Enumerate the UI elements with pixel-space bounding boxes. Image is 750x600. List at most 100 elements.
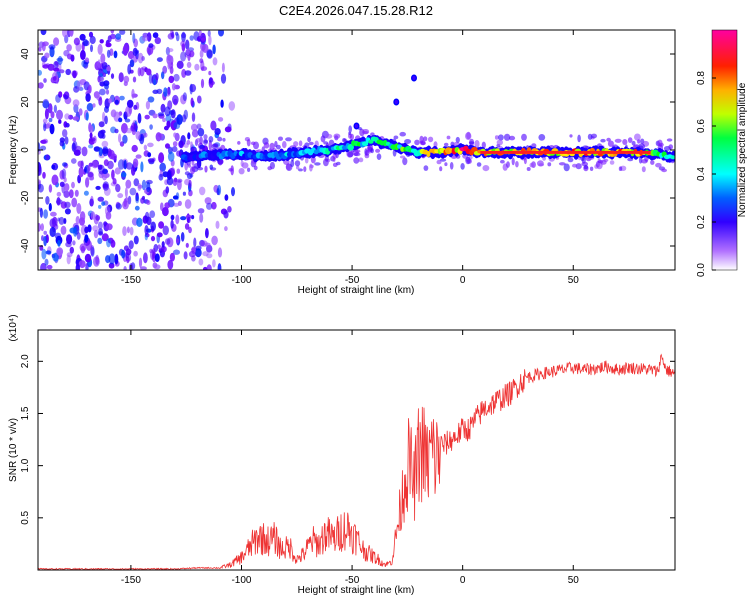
spectrogram-noise-blob bbox=[206, 202, 213, 210]
spectrogram-halo-blob bbox=[228, 168, 233, 172]
spectrogram-noise-blob bbox=[187, 216, 191, 223]
spectrogram-noise-blob bbox=[176, 168, 181, 174]
spectrogram-noise-blob bbox=[134, 205, 140, 211]
spectrogram-noise-blob bbox=[191, 112, 196, 122]
spectrogram-noise-blob bbox=[181, 43, 186, 52]
spectrogram-noise-blob bbox=[101, 201, 106, 206]
colorbar-tick-label: 0.8 bbox=[696, 71, 707, 85]
spectrogram-noise-blob bbox=[85, 93, 91, 102]
spectrogram-noise-blob bbox=[119, 141, 125, 147]
spectrogram-noise-blob bbox=[102, 146, 109, 157]
spectrogram-noise-blob bbox=[73, 37, 80, 46]
spectrogram-halo-blob bbox=[609, 160, 615, 165]
spectrogram-noise-blob bbox=[137, 113, 142, 124]
spectrogram-noise-blob bbox=[143, 144, 148, 151]
spectrogram-noise-blob bbox=[104, 83, 109, 90]
spectrogram-noise-blob bbox=[132, 158, 139, 168]
spectrogram-noise-blob bbox=[53, 104, 58, 113]
spectrogram-noise-blob bbox=[56, 191, 62, 197]
spectrogram-noise-blob bbox=[99, 76, 105, 82]
spectrogram-noise-blob bbox=[102, 72, 107, 78]
spectrogram-noise-blob bbox=[187, 132, 191, 140]
spectrogram-noise-blob bbox=[111, 169, 115, 180]
spectrogram-noise-blob bbox=[66, 254, 71, 265]
spectrogram-noise-blob bbox=[167, 61, 171, 70]
spectrogram-halo-blob bbox=[296, 165, 300, 170]
spectrogram-noise-blob bbox=[93, 229, 99, 239]
spectrogram-noise-blob bbox=[197, 208, 205, 214]
spectrogram-noise-blob bbox=[180, 216, 187, 221]
spectrogram-noise-blob bbox=[114, 128, 119, 134]
spectrogram-noise-blob bbox=[182, 191, 186, 196]
spectrogram-noise-blob bbox=[199, 186, 206, 196]
spectrogram-noise-blob bbox=[161, 71, 165, 80]
spectrogram-noise-blob bbox=[166, 54, 172, 65]
spectrogram-noise-blob bbox=[217, 184, 222, 196]
spectrogram-noise-blob bbox=[83, 190, 89, 196]
spectrogram-noise-blob bbox=[38, 179, 41, 185]
spectrogram-halo-blob bbox=[187, 164, 192, 168]
colorbar-gradient bbox=[711, 29, 738, 271]
spectrogram-noise-blob bbox=[152, 32, 159, 39]
spectrogram-noise-blob bbox=[155, 132, 162, 142]
spectrogram-noise-blob bbox=[210, 120, 217, 131]
spectrogram-noise-blob bbox=[114, 253, 119, 265]
spectrogram-noise-blob bbox=[42, 171, 46, 179]
spectrogram-noise-blob bbox=[39, 207, 44, 218]
spectrogram-halo-blob bbox=[600, 138, 606, 143]
spectrogram-ytick-label: 40 bbox=[20, 48, 31, 60]
spectrogram-noise-blob bbox=[167, 48, 174, 53]
spectrogram-noise-blob bbox=[128, 240, 134, 250]
spectrogram-noise-blob bbox=[71, 158, 77, 164]
spectrogram-halo-blob bbox=[428, 136, 434, 143]
spectrogram-halo-blob bbox=[577, 134, 581, 143]
snr-xtick-label: 50 bbox=[568, 575, 580, 586]
spectrogram-noise-blob bbox=[196, 123, 202, 130]
spectrogram-noise-blob bbox=[81, 146, 88, 157]
spectrogram-halo-blob bbox=[634, 133, 641, 141]
spectrogram-noise-blob bbox=[181, 32, 187, 39]
spectrogram-noise-blob bbox=[154, 253, 160, 262]
spectrogram-halo-blob bbox=[523, 157, 527, 165]
spectrogram-halo-blob bbox=[603, 158, 609, 162]
spectrogram-noise-blob bbox=[161, 241, 165, 248]
spectrogram-noise-blob bbox=[48, 184, 53, 193]
spectrogram-noise-blob bbox=[164, 106, 171, 117]
spectrogram-noise-blob bbox=[40, 223, 44, 232]
spectrogram-noise-blob bbox=[190, 97, 194, 107]
spectrogram-noise-blob bbox=[125, 179, 132, 189]
spectrogram-noise-blob bbox=[90, 44, 93, 53]
spectrogram-noise-blob bbox=[160, 202, 164, 211]
spectrogram-noise-blob bbox=[127, 51, 135, 60]
spectrogram-halo-blob bbox=[515, 161, 519, 168]
spectrogram-noise-blob bbox=[50, 211, 57, 217]
spectrogram-halo-blob bbox=[348, 131, 352, 135]
spectrogram-halo-blob bbox=[362, 129, 370, 134]
spectrogram-halo-blob bbox=[666, 138, 673, 142]
spectrogram-noise-blob bbox=[215, 220, 220, 229]
spectrogram-noise-blob bbox=[43, 78, 47, 83]
spectrogram-noise-blob bbox=[156, 88, 163, 95]
spectrogram-noise-blob bbox=[191, 215, 195, 220]
spectrogram-noise-blob bbox=[38, 82, 44, 89]
spectrogram-noise-blob bbox=[133, 104, 138, 110]
spectrogram-noise-blob bbox=[105, 89, 110, 95]
snr-ytick-label: 1.0 bbox=[20, 458, 31, 472]
spectrogram-halo-blob bbox=[496, 139, 503, 146]
spectrogram-noise-blob bbox=[198, 30, 202, 39]
spectrogram-noise-blob bbox=[77, 174, 81, 184]
spectrogram-noise-blob bbox=[46, 264, 53, 270]
spectrogram-noise-blob bbox=[172, 178, 178, 186]
spectrogram-halo-blob bbox=[375, 148, 381, 153]
spectrogram-halo-blob bbox=[285, 163, 291, 171]
spectrogram-noise-blob bbox=[218, 30, 224, 37]
spectrogram-noise-blob bbox=[166, 177, 174, 186]
spectrogram-noise-blob bbox=[124, 187, 128, 198]
figure-title: C2E4.2026.047.15.28.R12 bbox=[279, 3, 433, 18]
spectrogram-halo-blob bbox=[370, 132, 375, 136]
spectrogram-halo-blob bbox=[263, 142, 270, 149]
spectrogram-noise-blob bbox=[166, 120, 171, 129]
spectrogram-noise-blob bbox=[47, 103, 53, 114]
spectrogram-halo-blob bbox=[332, 153, 338, 160]
spectrogram-noise-blob bbox=[49, 218, 57, 228]
